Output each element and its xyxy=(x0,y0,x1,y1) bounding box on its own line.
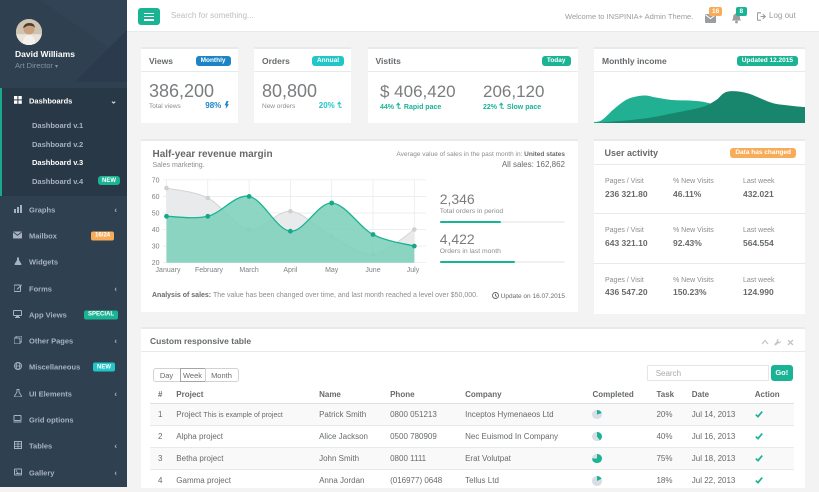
svg-text:May: May xyxy=(325,267,339,274)
svg-text:July: July xyxy=(407,267,420,274)
svg-text:50: 50 xyxy=(152,211,160,218)
svg-text:June: June xyxy=(365,267,380,274)
svg-text:March: March xyxy=(239,267,259,274)
svg-text:70: 70 xyxy=(152,177,160,184)
svg-text:60: 60 xyxy=(152,194,160,201)
svg-text:January: January xyxy=(156,267,181,274)
svg-text:40: 40 xyxy=(152,227,160,234)
svg-text:30: 30 xyxy=(152,244,160,251)
svg-text:20: 20 xyxy=(152,260,160,267)
svg-text:April: April xyxy=(283,267,297,274)
svg-text:February: February xyxy=(195,267,224,274)
